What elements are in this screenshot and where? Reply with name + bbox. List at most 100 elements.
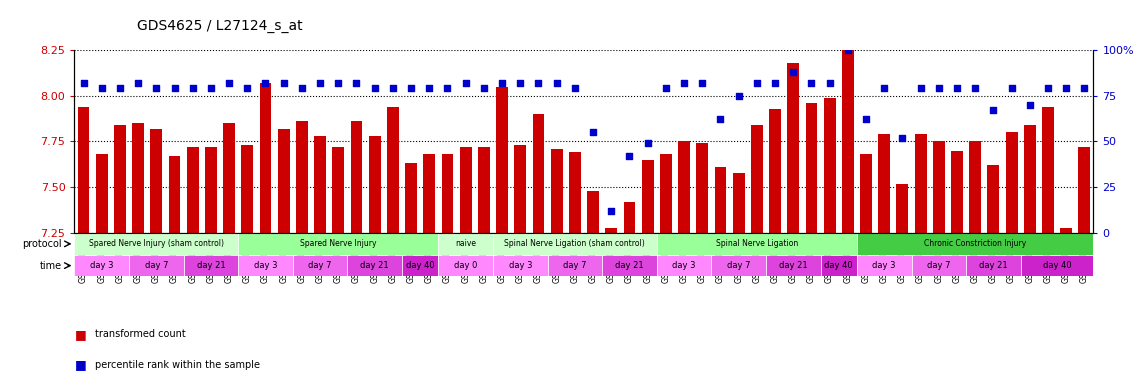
Point xyxy=(439,85,457,91)
Bar xyxy=(460,147,472,233)
Bar xyxy=(769,109,781,233)
Text: transformed count: transformed count xyxy=(95,329,185,339)
Bar xyxy=(587,191,599,233)
Text: ■: ■ xyxy=(74,328,86,341)
Bar xyxy=(897,184,908,233)
Point xyxy=(1020,102,1039,108)
Text: day 7: day 7 xyxy=(563,261,586,270)
Bar xyxy=(657,255,711,276)
Bar xyxy=(493,255,547,276)
Point xyxy=(93,85,111,91)
Bar xyxy=(602,255,657,276)
Bar xyxy=(96,154,108,233)
Bar xyxy=(660,154,672,233)
Bar xyxy=(132,123,144,233)
Bar xyxy=(405,164,417,233)
Bar xyxy=(168,156,181,233)
Bar xyxy=(293,255,347,276)
Bar xyxy=(733,172,744,233)
Bar xyxy=(223,123,235,233)
Point xyxy=(948,85,966,91)
Bar xyxy=(551,149,562,233)
Bar xyxy=(1020,255,1093,276)
Bar xyxy=(78,107,89,233)
Point xyxy=(220,80,238,86)
Bar xyxy=(187,147,198,233)
Bar xyxy=(1024,125,1036,233)
Bar xyxy=(547,255,602,276)
Bar xyxy=(915,134,926,233)
Bar xyxy=(350,121,363,233)
Point xyxy=(821,80,839,86)
Point xyxy=(930,85,948,91)
Bar xyxy=(424,154,435,233)
Bar xyxy=(696,143,708,233)
Text: day 7: day 7 xyxy=(144,261,168,270)
Bar xyxy=(129,255,183,276)
Bar xyxy=(439,233,493,255)
Bar xyxy=(114,125,126,233)
Point xyxy=(202,85,220,91)
Bar xyxy=(1005,132,1018,233)
Text: day 40: day 40 xyxy=(824,261,853,270)
Bar xyxy=(205,147,216,233)
Point xyxy=(602,208,621,214)
Text: percentile rank within the sample: percentile rank within the sample xyxy=(95,360,260,370)
Text: protocol: protocol xyxy=(22,239,62,249)
Bar xyxy=(347,255,402,276)
Bar xyxy=(1042,107,1053,233)
Bar xyxy=(402,255,439,276)
Point xyxy=(529,80,547,86)
Text: day 7: day 7 xyxy=(927,261,950,270)
Bar xyxy=(439,255,493,276)
Bar xyxy=(966,255,1020,276)
Bar xyxy=(606,227,617,233)
Text: day 21: day 21 xyxy=(361,261,389,270)
Point xyxy=(238,85,256,91)
Bar xyxy=(74,233,238,255)
Point xyxy=(729,93,748,99)
Text: Spared Nerve Injury (sham control): Spared Nerve Injury (sham control) xyxy=(89,239,223,248)
Text: day 7: day 7 xyxy=(727,261,750,270)
Text: day 21: day 21 xyxy=(979,261,1008,270)
Text: Spinal Nerve Ligation: Spinal Nerve Ligation xyxy=(716,239,798,248)
Bar xyxy=(856,233,1093,255)
Point xyxy=(293,85,311,91)
Point xyxy=(584,129,602,136)
Text: day 21: day 21 xyxy=(615,261,643,270)
Point xyxy=(838,47,856,53)
Bar xyxy=(332,147,345,233)
Point xyxy=(311,80,330,86)
Point xyxy=(566,85,584,91)
Text: day 40: day 40 xyxy=(1043,261,1072,270)
Bar xyxy=(74,255,129,276)
Bar xyxy=(369,136,380,233)
Text: time: time xyxy=(40,261,62,271)
Text: day 3: day 3 xyxy=(872,261,895,270)
Point xyxy=(420,85,439,91)
Bar xyxy=(951,151,963,233)
Point xyxy=(1057,85,1075,91)
Bar xyxy=(238,233,439,255)
Bar xyxy=(532,114,544,233)
Text: GDS4625 / L27124_s_at: GDS4625 / L27124_s_at xyxy=(137,19,303,33)
Point xyxy=(875,85,893,91)
Point xyxy=(165,85,183,91)
Point xyxy=(148,85,166,91)
Text: day 21: day 21 xyxy=(197,261,226,270)
Bar xyxy=(569,152,581,233)
Bar xyxy=(493,233,657,255)
Point xyxy=(803,80,821,86)
Bar xyxy=(496,86,508,233)
Bar xyxy=(260,83,271,233)
Point xyxy=(547,80,566,86)
Bar xyxy=(970,141,981,233)
Text: day 0: day 0 xyxy=(453,261,477,270)
Bar xyxy=(878,134,890,233)
Bar xyxy=(387,107,398,233)
Point xyxy=(748,80,766,86)
Point xyxy=(784,69,803,75)
Bar xyxy=(860,154,872,233)
Text: day 3: day 3 xyxy=(508,261,532,270)
Text: Spared Nerve Injury: Spared Nerve Injury xyxy=(300,239,377,248)
